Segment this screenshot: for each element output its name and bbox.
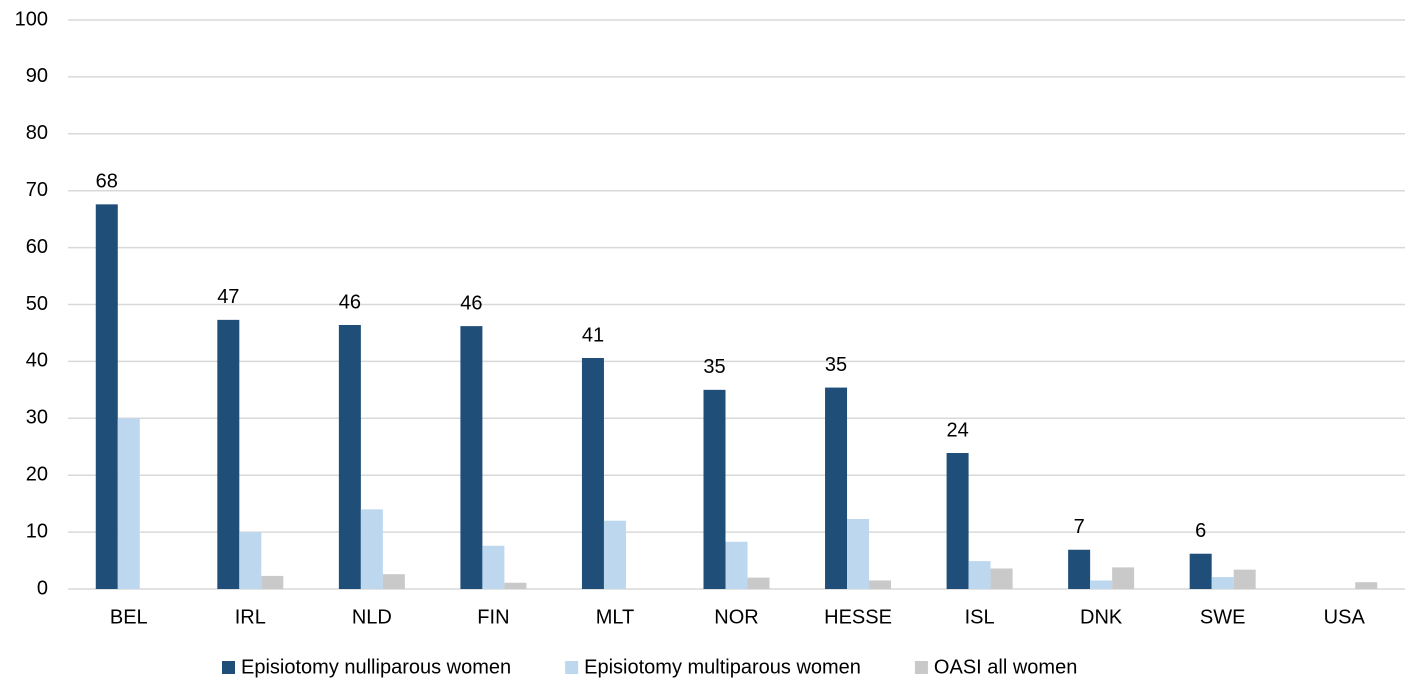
- x-tick-label: NOR: [714, 606, 758, 628]
- bar: [825, 387, 848, 589]
- data-label: 35: [703, 356, 725, 378]
- data-label: 46: [339, 291, 361, 313]
- data-label: 35: [825, 354, 847, 376]
- y-tick-label: 40: [26, 350, 48, 372]
- bar: [117, 418, 140, 589]
- bar: [217, 319, 240, 589]
- bar: [95, 204, 118, 589]
- y-tick-label: 90: [26, 65, 48, 87]
- x-tick-label: FIN: [477, 606, 509, 628]
- data-label: 7: [1074, 516, 1085, 538]
- bar: [747, 577, 770, 589]
- bar: [1090, 580, 1113, 589]
- y-tick-label: 100: [15, 8, 48, 30]
- bar: [946, 453, 969, 589]
- data-label: 41: [582, 324, 604, 346]
- x-tick-label: BEL: [110, 606, 148, 628]
- legend-label: Episiotomy nulliparous women: [241, 656, 511, 678]
- y-tick-label: 20: [26, 463, 48, 485]
- x-tick-label: NLD: [352, 606, 392, 628]
- bar: [1068, 549, 1091, 589]
- legend-label: OASI all women: [934, 656, 1077, 678]
- data-label: 46: [460, 292, 482, 314]
- data-label: 47: [217, 286, 239, 308]
- bar: [239, 532, 262, 589]
- x-tick-label: USA: [1324, 606, 1366, 628]
- bar: [990, 568, 1013, 589]
- legend-swatch: [565, 661, 579, 674]
- y-tick-label: 60: [26, 236, 48, 258]
- y-tick-label: 50: [26, 293, 48, 315]
- bar: [1112, 567, 1135, 589]
- bar: [360, 509, 383, 589]
- y-tick-label: 10: [26, 520, 48, 542]
- bar: [261, 575, 284, 589]
- y-tick-label: 80: [26, 122, 48, 144]
- bar: [869, 580, 892, 589]
- legend-swatch: [914, 661, 928, 674]
- legend-label: Episiotomy multiparous women: [584, 656, 861, 678]
- data-label: 68: [96, 171, 118, 193]
- bar: [1211, 577, 1234, 589]
- bar: [382, 574, 405, 589]
- bar: [338, 324, 361, 589]
- x-tick-label: DNK: [1080, 606, 1123, 628]
- bar: [703, 389, 726, 589]
- y-tick-label: 70: [26, 179, 48, 201]
- x-tick-label: SWE: [1200, 606, 1246, 628]
- legend-swatch: [222, 661, 235, 674]
- x-tick-label: HESSE: [824, 606, 892, 628]
- bar: [603, 520, 626, 589]
- bar: [482, 545, 505, 589]
- y-tick-label: 30: [26, 407, 48, 429]
- bar: [725, 541, 748, 589]
- x-tick-label: IRL: [235, 606, 266, 628]
- data-label: 24: [946, 419, 968, 441]
- data-label: 6: [1195, 520, 1206, 542]
- x-tick-label: MLT: [596, 606, 635, 628]
- y-tick-label: 0: [37, 577, 48, 599]
- bar: [847, 519, 870, 589]
- bar: [968, 561, 991, 589]
- bar: [1355, 582, 1378, 589]
- x-tick-label: ISL: [965, 606, 995, 628]
- bar: [1189, 553, 1212, 589]
- bar: [460, 326, 483, 589]
- bar: [1233, 569, 1256, 589]
- bar: [504, 582, 527, 589]
- bar: [581, 357, 604, 589]
